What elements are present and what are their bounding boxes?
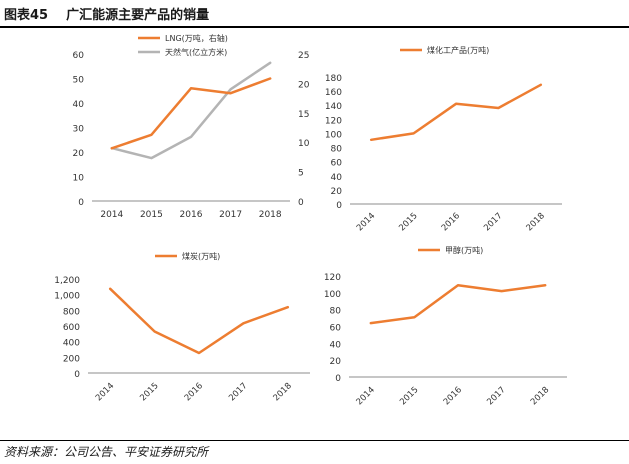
y-tick-label: 180 (325, 74, 342, 84)
source-note: 资料来源：公司公告、平安证券研究所 (4, 445, 209, 459)
y-tick-label: 600 (63, 323, 80, 333)
y-tick-label: 60 (331, 159, 343, 169)
x-tick-label: 2018 (259, 210, 282, 220)
y-tick-label: 40 (331, 173, 343, 183)
y-tick-label: 0 (74, 370, 80, 380)
legend-label: 煤化工产品(万吨) (427, 45, 489, 55)
figure-title: 图表45 广汇能源主要产品的销量 (4, 4, 209, 23)
y-tick-label: 400 (63, 339, 80, 349)
y-tick-label: 20 (330, 357, 342, 367)
legend-label: 甲醇(万吨) (445, 245, 483, 255)
x-tick-label: 2017 (219, 210, 242, 220)
y-tick-label: 60 (330, 324, 342, 334)
y-tick-label: 80 (330, 307, 342, 317)
series-line-right (110, 61, 272, 160)
y-tick-label: 0 (335, 374, 341, 384)
x-tick-label: 2016 (180, 210, 203, 220)
y2-tick-label: 10 (298, 139, 310, 149)
legend-label: 煤炭(万吨) (182, 251, 220, 261)
series-line-left (108, 287, 290, 355)
figure-number: 图表45 (4, 8, 49, 23)
x-tick-label: 2016 (442, 385, 464, 407)
y-tick-label: 80 (331, 145, 343, 155)
y-tick-label: 200 (63, 354, 80, 364)
y-tick-label: 40 (330, 340, 342, 350)
y-tick-label: 10 (73, 174, 85, 184)
y-tick-label: 20 (331, 187, 343, 197)
y2-tick-label: 5 (298, 169, 304, 179)
series-line-left (110, 77, 272, 150)
y-tick-label: 40 (73, 100, 85, 110)
y2-tick-label: 0 (298, 198, 304, 208)
y-tick-label: 1,200 (54, 276, 80, 286)
x-tick-label: 2017 (485, 385, 507, 407)
series-line-left (369, 83, 543, 142)
y-tick-label: 30 (73, 125, 85, 135)
y-tick-label: 140 (325, 102, 342, 112)
y-tick-label: 50 (73, 76, 85, 86)
y2-tick-label: 15 (298, 110, 309, 120)
y2-tick-label: 25 (298, 51, 309, 61)
y-tick-label: 0 (336, 201, 342, 211)
y-tick-label: 20 (73, 149, 85, 159)
top-rule (0, 26, 629, 28)
x-tick-label: 2015 (140, 210, 163, 220)
bottom-rule (0, 440, 629, 441)
y-tick-label: 0 (78, 198, 84, 208)
legend-label: LNG(万吨，右轴) (165, 33, 228, 43)
legend-label: 天然气(亿立方米) (165, 47, 227, 57)
y-tick-label: 120 (324, 273, 341, 283)
y-tick-label: 100 (324, 290, 341, 300)
y-tick-label: 1,000 (54, 292, 80, 302)
series-line-left (369, 284, 547, 325)
x-tick-label: 2018 (529, 385, 551, 407)
y-tick-label: 60 (73, 51, 85, 61)
y2-tick-label: 20 (298, 80, 310, 90)
y-tick-label: 120 (325, 116, 342, 126)
x-tick-label: 2015 (398, 385, 420, 407)
x-tick-label: 2014 (355, 385, 377, 407)
y-tick-label: 800 (63, 307, 80, 317)
figure-title-text: 广汇能源主要产品的销量 (66, 8, 210, 23)
y-tick-label: 100 (325, 130, 342, 140)
x-tick-label: 2014 (100, 210, 123, 220)
y-tick-label: 160 (325, 88, 342, 98)
